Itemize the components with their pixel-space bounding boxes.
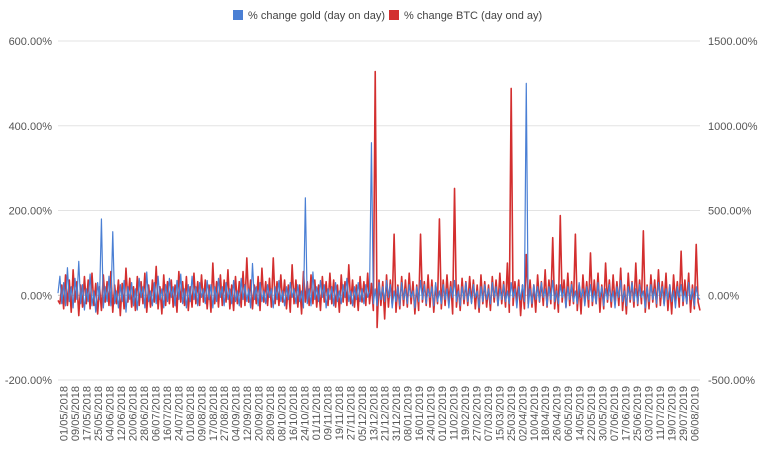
x-tick-label: 16/01/2019 bbox=[414, 386, 426, 441]
x-tick-label: 06/08/2019 bbox=[689, 386, 701, 441]
x-tick-label: 28/06/2018 bbox=[139, 386, 151, 441]
x-tick-label: 01/05/2018 bbox=[59, 386, 71, 441]
x-tick-label: 22/05/2019 bbox=[586, 386, 598, 441]
x-tick-label: 11/07/2019 bbox=[655, 386, 667, 440]
x-tick-label: 17/06/2019 bbox=[620, 386, 632, 441]
y-left-tick-label: 0.00% bbox=[21, 290, 52, 302]
legend-label-gold: % change gold (day on day) bbox=[248, 10, 385, 22]
x-tick-label: 07/03/2019 bbox=[483, 386, 495, 441]
series-line-gold bbox=[57, 82, 701, 313]
x-tick-label: 31/12/2018 bbox=[391, 386, 403, 441]
x-tick-label: 09/05/2018 bbox=[70, 386, 82, 441]
plot-area bbox=[57, 70, 701, 329]
x-tick-label: 25/05/2018 bbox=[93, 386, 105, 441]
x-tick-label: 29/07/2019 bbox=[678, 386, 690, 441]
y-left-tick-label: 600.00% bbox=[9, 36, 53, 48]
x-axis: 01/05/2018 09/05/2018 17/05/2018 25/05/2018… bbox=[59, 386, 702, 441]
legend: % change gold (day on day) % change BTC … bbox=[233, 10, 542, 22]
y-left-tick-label: -200.00% bbox=[5, 375, 52, 387]
y-left-tick-label: 400.00% bbox=[9, 121, 53, 133]
x-tick-label: 09/08/2018 bbox=[196, 386, 208, 441]
x-tick-label: 27/11/2018 bbox=[345, 386, 357, 440]
x-tick-label: 01/11/2018 bbox=[311, 386, 323, 440]
x-tick-label: 25/06/2019 bbox=[632, 386, 644, 441]
x-tick-label: 16/07/2018 bbox=[162, 386, 174, 441]
x-tick-label: 30/05/2019 bbox=[598, 386, 610, 441]
x-tick-label: 06/05/2019 bbox=[563, 386, 575, 441]
x-tick-label: 25/03/2019 bbox=[506, 386, 518, 441]
legend-label-btc: % change BTC (day ond ay) bbox=[404, 10, 542, 22]
y-right-tick-label: 500.00% bbox=[708, 206, 752, 218]
y-right-tick-label: 1000.00% bbox=[708, 121, 758, 133]
y-right-tick-label: 0.00% bbox=[708, 290, 739, 302]
x-tick-label: 04/06/2018 bbox=[105, 386, 117, 441]
x-tick-label: 07/06/2019 bbox=[609, 386, 621, 441]
x-tick-label: 02/04/2019 bbox=[517, 386, 529, 441]
x-tick-label: 27/08/2018 bbox=[219, 386, 231, 441]
x-tick-label: 14/05/2019 bbox=[575, 386, 587, 441]
x-tick-label: 21/12/2018 bbox=[380, 386, 392, 441]
x-tick-label: 04/09/2018 bbox=[231, 386, 243, 441]
x-tick-label: 24/07/2018 bbox=[173, 386, 185, 441]
x-tick-label: 12/09/2018 bbox=[242, 386, 254, 441]
gridlines bbox=[58, 40, 700, 381]
x-tick-label: 09/11/2018 bbox=[322, 386, 334, 440]
x-tick-label: 19/07/2019 bbox=[666, 386, 678, 441]
x-tick-label: 19/02/2019 bbox=[460, 386, 472, 441]
y-axis-left: -200.00% 0.00% 200.00% 400.00% 600.00% bbox=[5, 36, 52, 387]
x-tick-label: 10/04/2019 bbox=[529, 386, 541, 441]
x-tick-label: 19/11/2018 bbox=[334, 386, 346, 440]
x-tick-label: 28/09/2018 bbox=[265, 386, 277, 441]
y-axis-right: -500.00% 0.00% 500.00% 1000.00% 1500.00% bbox=[708, 36, 758, 387]
x-tick-label: 18/04/2019 bbox=[540, 386, 552, 441]
y-right-tick-label: 1500.00% bbox=[708, 36, 758, 48]
x-tick-label: 15/03/2019 bbox=[494, 386, 506, 441]
y-left-tick-label: 200.00% bbox=[9, 206, 53, 218]
x-tick-label: 17/05/2018 bbox=[82, 386, 94, 441]
x-tick-label: 05/12/2018 bbox=[357, 386, 369, 441]
x-tick-label: 06/07/2018 bbox=[150, 386, 162, 441]
x-tick-label: 11/02/2019 bbox=[449, 386, 461, 440]
x-tick-label: 16/10/2018 bbox=[288, 386, 300, 441]
x-tick-label: 03/07/2019 bbox=[643, 386, 655, 441]
x-tick-label: 26/04/2019 bbox=[552, 386, 564, 441]
x-tick-label: 24/01/2019 bbox=[426, 386, 438, 441]
x-tick-label: 17/08/2018 bbox=[208, 386, 220, 441]
x-tick-label: 08/10/2018 bbox=[277, 386, 289, 441]
x-tick-label: 27/02/2019 bbox=[471, 386, 483, 441]
x-tick-label: 01/08/2018 bbox=[185, 386, 197, 441]
x-tick-label: 20/09/2018 bbox=[254, 386, 266, 441]
x-tick-label: 13/12/2018 bbox=[368, 386, 380, 441]
legend-swatch-btc bbox=[389, 10, 399, 20]
legend-swatch-gold bbox=[233, 10, 243, 20]
x-tick-label: 08/01/2019 bbox=[403, 386, 415, 441]
x-tick-label: 20/06/2018 bbox=[128, 386, 140, 441]
y-right-tick-label: -500.00% bbox=[708, 375, 755, 387]
x-tick-label: 24/10/2018 bbox=[299, 386, 311, 441]
x-tick-label: 12/06/2018 bbox=[116, 386, 128, 441]
x-tick-label: 01/02/2019 bbox=[437, 386, 449, 441]
